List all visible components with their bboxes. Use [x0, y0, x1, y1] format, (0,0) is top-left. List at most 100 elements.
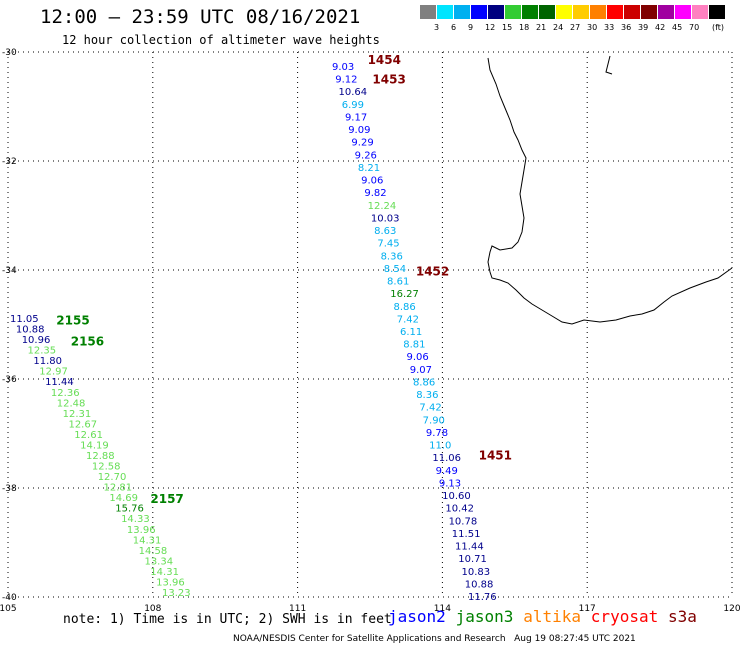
pass-time-label: 1454 — [368, 53, 401, 67]
wave-height-label: 8.36 — [381, 251, 403, 262]
legend-swatch — [437, 5, 453, 19]
legend-swatch — [590, 5, 606, 19]
lat-tick-label: -36 — [2, 375, 17, 385]
wave-height-label: 12.61 — [74, 430, 103, 441]
wave-height-label: 11.80 — [33, 356, 62, 367]
wave-height-label: 11.05 — [10, 314, 39, 325]
legend-label: 36 — [621, 23, 632, 32]
wave-height-label: 8.36 — [416, 390, 438, 401]
pass-time-label: 2157 — [150, 492, 183, 506]
legend-swatch — [692, 5, 708, 19]
satellite-jason3: jason3 — [455, 607, 514, 626]
wave-height-label: 12.35 — [28, 346, 57, 357]
wave-height-label: 9.26 — [355, 150, 377, 161]
wave-height-label: 10.71 — [458, 554, 487, 565]
wave-height-label: 7.42 — [397, 314, 419, 325]
wave-height-label: 10.88 — [16, 325, 45, 336]
wave-height-label: 13.96 — [156, 577, 185, 588]
wave-height-label: 16.27 — [390, 289, 419, 300]
lon-tick-label: 111 — [289, 604, 306, 614]
legend-swatch — [454, 5, 470, 19]
map-subtitle: 12 hour collection of altimeter wave hei… — [62, 33, 380, 47]
wave-height-label: 9.03 — [332, 62, 354, 73]
wave-height-label: 15.76 — [115, 504, 144, 515]
wave-height-label: 11.76 — [468, 592, 497, 603]
pass-time-label: 1451 — [479, 448, 512, 462]
legend-swatch — [471, 5, 487, 19]
wave-height-label: 12.48 — [57, 398, 86, 409]
wave-height-label: 8.21 — [358, 163, 380, 174]
legend-label: 42 — [655, 23, 666, 32]
wave-height-label: 14.33 — [121, 514, 150, 525]
satellite-s3a: s3a — [668, 607, 697, 626]
wave-height-label: 11.44 — [45, 377, 74, 388]
units-note: note: 1) Time is in UTC; 2) SWH is in fe… — [63, 612, 392, 627]
wave-height-label: 9.07 — [410, 365, 432, 376]
lon-tick-label: 114 — [434, 604, 451, 614]
wave-height-label: 13.34 — [144, 556, 173, 567]
wave-height-label: 8.86 — [394, 302, 416, 313]
legend-label: 30 — [587, 23, 598, 32]
wave-height-label: 10.96 — [22, 335, 51, 346]
wave-height-label: 6.99 — [342, 100, 364, 111]
australia-coastline — [487, 55, 733, 325]
legend-swatch — [505, 5, 521, 19]
coastline-fragment — [605, 55, 613, 75]
legend-swatch — [539, 5, 555, 19]
wave-height-label: 7.42 — [419, 403, 441, 414]
wave-height-label: 8.54 — [384, 264, 406, 275]
lat-tick-label: -38 — [2, 484, 17, 494]
legend-swatch — [556, 5, 572, 19]
legend-label: 45 — [672, 23, 683, 32]
wave-height-label: 9.06 — [361, 176, 383, 187]
legend-swatch — [522, 5, 538, 19]
lat-tick-label: -34 — [2, 266, 17, 276]
lon-tick-label: 117 — [579, 604, 596, 614]
wave-height-label: 10.42 — [445, 504, 474, 515]
legend-swatch — [641, 5, 657, 19]
lon-tick-label: 120 — [723, 604, 740, 614]
legend-label: 24 — [553, 23, 564, 32]
legend-label: 9 — [468, 23, 474, 32]
lat-tick-label: -32 — [2, 157, 17, 167]
pass-time-label: 1452 — [416, 265, 449, 279]
wave-height-label: 6.11 — [400, 327, 422, 338]
legend-label: 70 — [689, 23, 700, 32]
pass-time-label: 1453 — [372, 72, 405, 86]
lon-tick-label: 108 — [144, 604, 161, 614]
lon-tick-label: 105 — [0, 604, 17, 614]
wave-height-label: 10.64 — [338, 87, 367, 98]
legend-swatch — [675, 5, 691, 19]
wave-height-label: 8.63 — [374, 226, 396, 237]
wave-height-label: 9.82 — [364, 188, 386, 199]
wave-height-label: 13.96 — [127, 525, 156, 536]
track-jason3: 11.0510.8810.9612.3511.8012.9711.4412.36… — [10, 314, 191, 599]
wave-height-label: 11.0 — [429, 441, 451, 452]
wave-height-label: 9.17 — [345, 112, 367, 123]
legend-label: 33 — [604, 23, 615, 32]
pass-time-label: 2155 — [56, 314, 89, 328]
satellite-jason2: jason2 — [388, 607, 446, 626]
satellite-cryosat: cryosat — [590, 607, 659, 626]
legend-unit: (ft) — [712, 23, 725, 32]
wave-height-label: 14.69 — [109, 493, 138, 504]
legend-label: 18 — [519, 23, 530, 32]
wave-height-label: 10.60 — [442, 491, 471, 502]
wave-height-label: 12.24 — [368, 201, 397, 212]
legend-swatch — [624, 5, 640, 19]
wave-height-label: 9.12 — [335, 75, 357, 86]
wave-height-label: 11.44 — [455, 542, 484, 553]
legend-label: 6 — [451, 23, 457, 32]
legend-swatch — [573, 5, 589, 19]
legend-label: 3 — [434, 23, 440, 32]
wave-height-label: 7.90 — [423, 415, 445, 426]
footer-credit: NOAA/NESDIS Center for Satellite Applica… — [233, 634, 636, 644]
wave-height-label: 10.88 — [465, 579, 494, 590]
lat-tick-label: -40 — [2, 593, 17, 603]
lat-lon-grid — [7, 51, 733, 598]
wave-height-label: 12.81 — [104, 483, 133, 494]
legend-swatch — [607, 5, 623, 19]
map-title: 12:00 – 23:59 UTC 08/16/2021 — [40, 6, 361, 28]
